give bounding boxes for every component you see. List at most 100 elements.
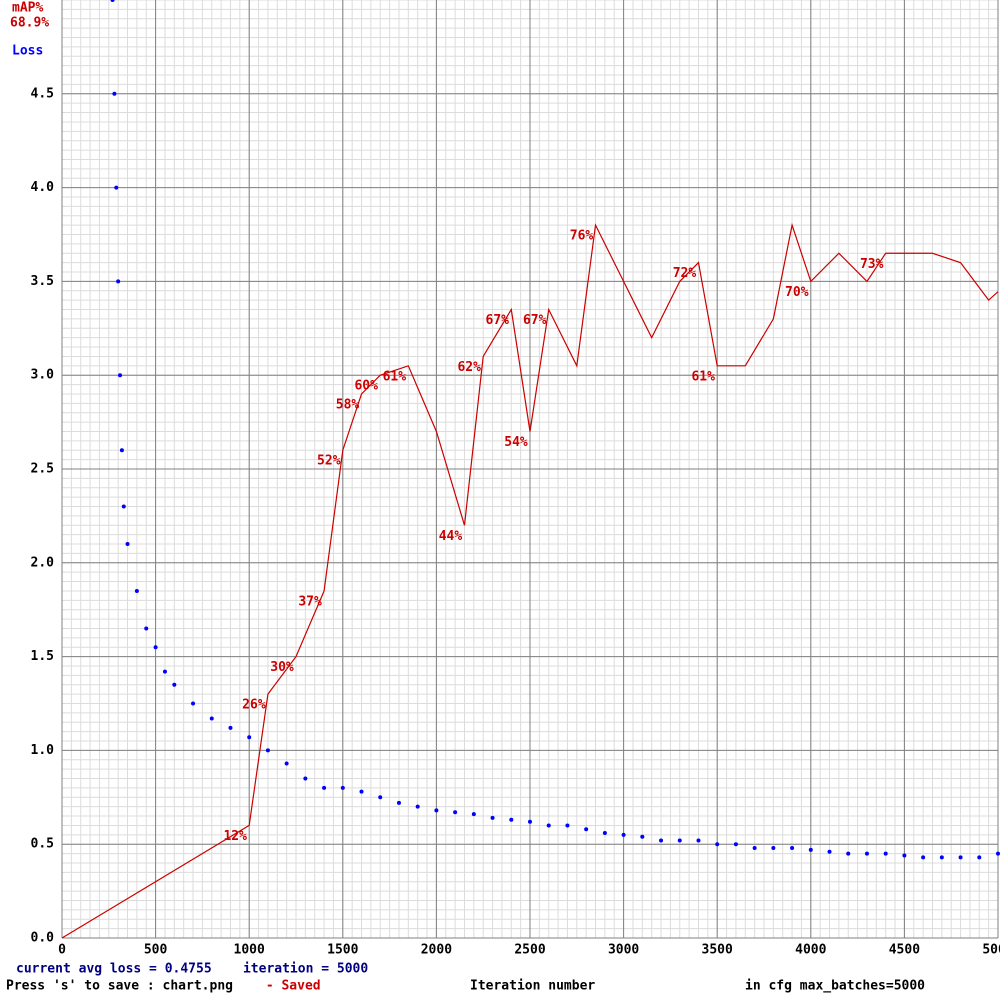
loss-point (977, 855, 982, 860)
data-label: 61% (691, 369, 715, 384)
y-tick-label: 3.5 (31, 274, 54, 289)
loss-point (415, 804, 420, 809)
y-tick-label: 1.5 (31, 649, 54, 664)
loss-point (827, 849, 832, 854)
x-tick-label: 4500 (889, 943, 920, 958)
loss-point (752, 845, 757, 850)
loss-point (528, 819, 532, 824)
loss-point (284, 761, 289, 766)
loss-point (340, 785, 345, 790)
loss-point (453, 810, 458, 815)
y-tick-label: 4.0 (31, 180, 55, 195)
loss-point (119, 448, 124, 453)
loss-point (434, 808, 439, 813)
status-line: current avg loss = 0.4755 iteration = 50… (16, 962, 368, 977)
data-label: 62% (457, 360, 481, 375)
loss-point (771, 845, 776, 850)
loss-point (121, 504, 126, 509)
loss-point (396, 800, 401, 805)
loss-point (134, 588, 139, 593)
map-line (61, 222, 999, 939)
data-label: 72% (673, 266, 697, 281)
loss-point (939, 855, 944, 860)
loss-point (228, 725, 233, 730)
data-label: 76% (570, 229, 594, 244)
loss-point (114, 185, 119, 190)
loss-point (118, 373, 123, 378)
x-tick-label: 500 (144, 943, 168, 958)
data-label: 52% (317, 454, 341, 469)
loss-point (883, 851, 888, 856)
data-label: 73% (860, 257, 884, 272)
loss-point (191, 701, 196, 706)
data-label: 37% (298, 594, 322, 609)
loss-point (153, 645, 158, 650)
loss-point (958, 855, 963, 860)
loss-point (112, 91, 117, 96)
data-label: 60% (354, 379, 378, 394)
saved-status: - Saved (258, 979, 321, 994)
current-map: 68.9% (10, 16, 49, 31)
data-label: 54% (504, 435, 528, 450)
loss-point (640, 834, 645, 839)
loss-point (247, 735, 252, 740)
x-tick-label: 2500 (514, 943, 545, 958)
x-tick-label: 0 (58, 943, 66, 958)
loss-point (490, 815, 495, 820)
x-tick-label: 2000 (421, 943, 452, 958)
data-label: 58% (336, 397, 360, 412)
x-axis-label: Iteration number (470, 979, 595, 994)
max-batches: in cfg max_batches=5000 (745, 979, 925, 994)
loss-point (733, 842, 738, 847)
loss-point (715, 842, 720, 847)
data-label: 61% (383, 369, 407, 384)
data-label: 12% (223, 829, 247, 844)
loss-point (696, 838, 701, 843)
y-tick-label: 2.0 (31, 555, 55, 570)
loss-point (864, 851, 869, 856)
data-label: 44% (439, 529, 463, 544)
loss-point (303, 776, 308, 781)
loss-point (265, 748, 270, 753)
x-tick-label: 3500 (702, 943, 733, 958)
loss-point (846, 851, 851, 856)
data-label: 26% (242, 698, 266, 713)
x-tick-label: 3000 (608, 943, 639, 958)
loss-point (808, 847, 813, 852)
loss-point (322, 785, 327, 790)
loss-point (621, 832, 626, 837)
y-tick-label: 2.5 (31, 462, 54, 477)
x-tick-label: 1500 (327, 943, 358, 958)
y-tick-label: 1.0 (31, 743, 55, 758)
legend-loss: Loss (12, 44, 43, 59)
y-tick-label: 0.5 (31, 837, 54, 852)
loss-point (790, 845, 795, 850)
loss-point (172, 682, 177, 687)
data-label: 67% (486, 313, 510, 328)
loss-point (162, 669, 167, 674)
loss-point (125, 542, 130, 547)
loss-point (659, 838, 664, 843)
loss-point (359, 789, 364, 794)
x-tick-label: 1000 (234, 943, 265, 958)
loss-point (471, 812, 476, 817)
loss-point (921, 855, 926, 860)
loss-point (584, 827, 589, 832)
y-tick-label: 0.0 (31, 931, 55, 946)
loss-point (110, 0, 115, 2)
y-tick-label: 3.0 (31, 368, 55, 383)
loss-point (144, 626, 149, 631)
legend-map: mAP% (12, 1, 43, 16)
y-tick-label: 4.5 (31, 86, 54, 101)
loss-point (546, 823, 551, 828)
x-tick-label: 4000 (795, 943, 826, 958)
loss-point (602, 830, 607, 835)
loss-point (509, 817, 514, 822)
data-label: 67% (523, 313, 547, 328)
x-tick-label: 5000 (982, 943, 1000, 958)
loss-point (565, 823, 570, 828)
loss-point (677, 838, 682, 843)
loss-point (116, 279, 121, 284)
